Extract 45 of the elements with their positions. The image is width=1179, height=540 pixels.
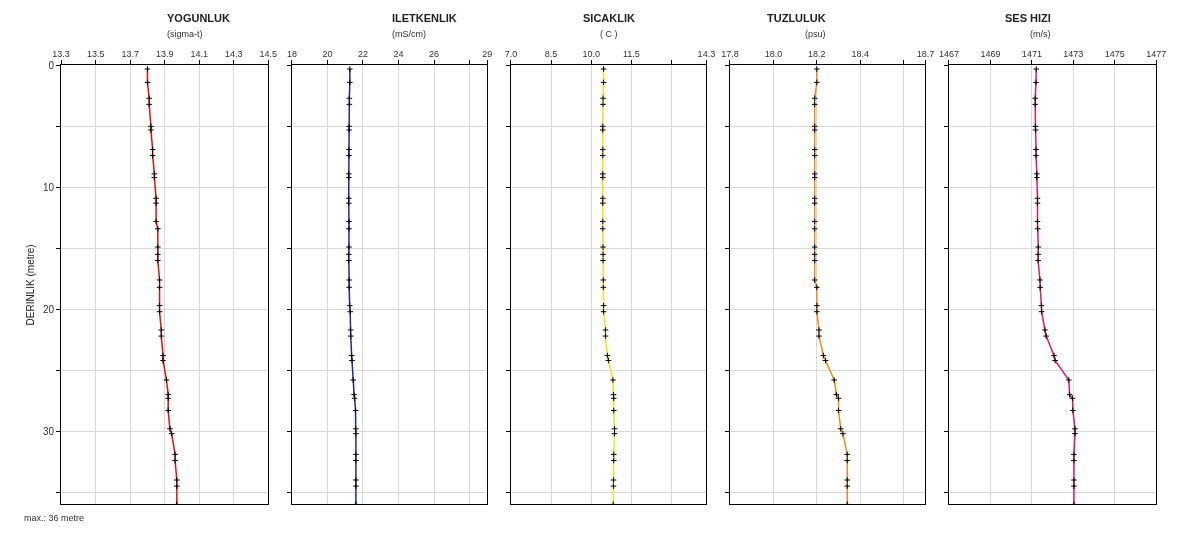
- x-tick-label: 1477: [1146, 48, 1167, 59]
- y-tick-label: 20: [42, 303, 55, 315]
- x-tick-label: 13.7: [121, 48, 139, 59]
- x-tick-label: 1469: [980, 48, 1001, 59]
- x-tick-label: 10.0: [582, 48, 601, 59]
- y-axis-title: DERINLIK (metre): [24, 244, 36, 326]
- x-tick-label: 1475: [1104, 48, 1125, 59]
- x-tick-label: 7.0: [504, 48, 518, 59]
- x-tick-label: 18.7: [916, 48, 935, 59]
- chart-title: ILETKENLIK: [392, 12, 457, 24]
- x-tick-label: 13.9: [155, 48, 174, 59]
- x-tick-label: 11.5: [623, 48, 640, 59]
- x-tick-label: 1467: [938, 48, 960, 59]
- y-tick-label: 30: [42, 425, 55, 437]
- x-tick-label: 14.3: [697, 48, 716, 59]
- chart-subtitle: (m/s): [1030, 29, 1051, 39]
- x-tick-label: 17.8: [721, 48, 739, 59]
- x-tick-label: 18.4: [851, 48, 870, 59]
- x-tick-label: 24: [393, 48, 404, 59]
- x-tick-label: 1473: [1063, 48, 1084, 59]
- x-tick-label: 13.3: [52, 48, 70, 59]
- chart-subtitle: (sigma-t): [167, 29, 203, 39]
- x-tick-label: 18.0: [764, 48, 783, 59]
- x-tick-label: 26: [429, 48, 440, 59]
- chart-title: YOGUNLUK: [167, 12, 230, 24]
- x-tick-label: 13.5: [86, 48, 105, 59]
- x-tick-label: 14.5: [259, 48, 278, 59]
- y-tick-label: 0: [48, 59, 55, 71]
- x-tick-label: 18: [286, 48, 297, 59]
- x-tick-label: 8.5: [544, 48, 558, 59]
- x-tick-label: 1471: [1021, 48, 1042, 59]
- text: max.: 36 metre: [24, 513, 85, 523]
- x-tick-label: 14.3: [225, 48, 243, 59]
- x-tick-label: 14.1: [190, 48, 209, 59]
- chart-subtitle: ( C ): [600, 29, 618, 39]
- chart-subtitle: (mS/cm): [392, 29, 426, 39]
- y-tick-label: 10: [42, 181, 55, 193]
- x-tick-label: 22: [357, 48, 368, 59]
- x-tick-label: 20: [322, 48, 333, 59]
- x-tick-label: 29: [482, 48, 493, 59]
- x-tick-label: 18.2: [808, 48, 826, 59]
- chart-title: TUZLULUK: [767, 12, 826, 24]
- chart-title: SICAKLIK: [583, 12, 635, 24]
- chart-title: SES HIZI: [1005, 12, 1051, 24]
- chart-subtitle: (psu): [805, 29, 826, 39]
